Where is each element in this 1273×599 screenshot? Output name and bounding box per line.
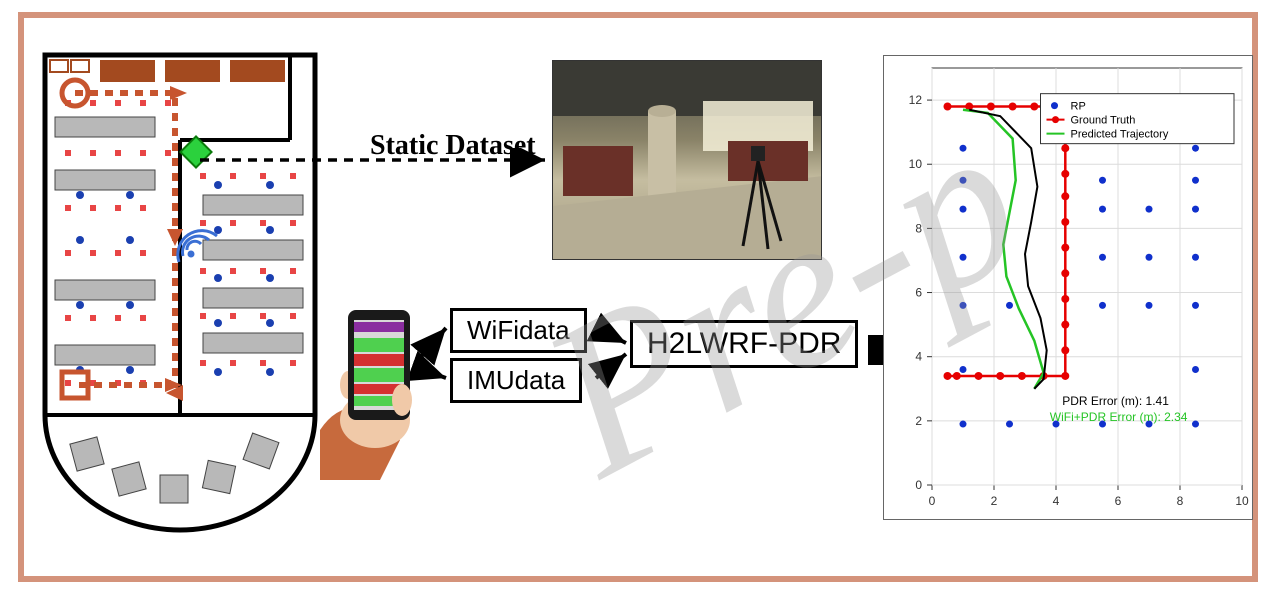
floorplan	[35, 45, 325, 535]
svg-text:2: 2	[915, 414, 922, 428]
svg-text:4: 4	[915, 350, 922, 364]
svg-text:2: 2	[991, 494, 998, 508]
dashed-arrow	[195, 148, 555, 178]
flow-arrows-left	[410, 300, 640, 410]
svg-text:8: 8	[1177, 494, 1184, 508]
result-chart: 0 2 4 6 8 10 0 2 4 6 8 10 12 RP Ground Truth Predicted …	[883, 55, 1253, 520]
svg-text:PDR Error (m): 1.41: PDR Error (m): 1.41	[1062, 394, 1169, 408]
svg-text:4: 4	[1053, 494, 1060, 508]
algo-label: H2LWRF-PDR	[647, 327, 841, 361]
svg-text:0: 0	[929, 494, 936, 508]
room-photo	[552, 60, 822, 260]
svg-text:8: 8	[915, 221, 922, 235]
svg-text:Predicted Trajectory: Predicted Trajectory	[1071, 129, 1169, 141]
svg-text:6: 6	[915, 286, 922, 300]
svg-text:10: 10	[909, 157, 923, 171]
svg-text:0: 0	[915, 478, 922, 492]
svg-text:Ground Truth: Ground Truth	[1071, 115, 1136, 127]
svg-text:12: 12	[909, 93, 923, 107]
svg-text:WiFi+PDR Error (m): 2.34: WiFi+PDR Error (m): 2.34	[1050, 410, 1188, 424]
svg-text:6: 6	[1115, 494, 1122, 508]
svg-text:10: 10	[1235, 494, 1249, 508]
algo-box: H2LWRF-PDR	[630, 320, 858, 368]
svg-text:RP: RP	[1071, 101, 1086, 113]
